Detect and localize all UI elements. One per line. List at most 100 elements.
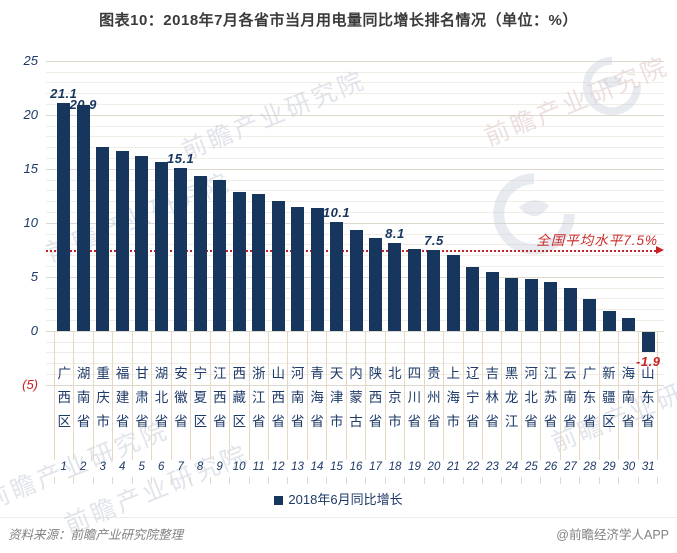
gridline [46, 125, 664, 127]
bar [466, 266, 480, 331]
x-axis-label-char: 东 [641, 390, 655, 405]
x-axis-label-cell: 上海市 [443, 332, 462, 460]
x-axis-label-char: 福 [115, 366, 130, 381]
rank-label: 17 [369, 461, 382, 473]
bar [388, 243, 402, 331]
x-axis-label-char: 辽 [465, 366, 480, 381]
x-axis-label-char: 区 [602, 414, 616, 429]
axis-tick [248, 477, 268, 484]
legend-marker-icon [274, 496, 284, 505]
bar [96, 147, 110, 331]
x-axis-label-char: 省 [641, 414, 655, 429]
x-axis-label-char: 东 [582, 390, 597, 405]
bar [213, 179, 227, 331]
x-axis-label-cell: 北京市 [384, 332, 404, 460]
footer-divider [0, 517, 677, 518]
x-axis-label-char: 黑 [504, 366, 519, 381]
x-axis-label-cell: 云南省 [559, 332, 579, 460]
x-axis-labels: 广西区湖南省重庆市福建省甘肃省湖北省安徽省宁夏区江西省西藏区浙江省山西省河南省青… [54, 332, 659, 460]
bar [368, 237, 382, 331]
x-axis-label-cell: 河北省 [520, 332, 540, 460]
rank-label: 6 [157, 461, 165, 473]
bar [524, 278, 538, 331]
bar [330, 221, 344, 331]
rank-label: 24 [505, 461, 519, 473]
x-axis-label-char: 西 [213, 390, 227, 405]
gridline [46, 363, 664, 365]
rank-label: 31 [641, 461, 655, 473]
x-axis-label-char: 浙 [252, 366, 266, 381]
y-axis-label: 25 [23, 52, 38, 68]
x-axis-label-char: 四 [407, 366, 422, 381]
axis-tick [170, 477, 190, 484]
x-axis-label-char: 西 [232, 366, 247, 381]
bar [427, 249, 441, 331]
x-axis-label-char: 省 [135, 414, 149, 429]
y-axis-label: 5 [30, 268, 38, 284]
x-axis-label-char: 河 [290, 366, 305, 381]
x-axis-label-cell: 新疆区 [598, 332, 618, 460]
x-axis-label-cell: 西藏区 [229, 332, 248, 460]
y-axis-label: 0 [30, 322, 38, 338]
axis-tick [73, 477, 92, 484]
x-axis-label-char: 林 [485, 390, 499, 405]
x-axis-label-char: 湖 [76, 366, 91, 381]
x-axis-label-char: 云 [563, 366, 577, 381]
plot-area: 全国平均水平7.5% 21.1 20.9 15.1 10.1 8.1 7.5 -1.9 [46, 56, 664, 386]
x-axis-label-char: 藏 [232, 390, 247, 405]
bar-value-label: 21.1 [50, 85, 78, 101]
rank-label: 25 [524, 461, 538, 473]
gridline [46, 222, 664, 224]
gridline [46, 82, 664, 84]
chart-title: 图表10：2018年7月各省市当月用电量同比增长排名情况（单位：%） [99, 12, 578, 29]
x-axis-label-char: 湖 [154, 366, 169, 381]
x-axis-label-char: 北 [524, 390, 538, 405]
axis-tick [345, 477, 365, 484]
gridline [46, 93, 664, 95]
rank-label: 9 [216, 461, 223, 473]
axis-tick [326, 477, 345, 484]
x-axis-label-char: 河 [524, 366, 538, 381]
axis-tick [520, 477, 540, 484]
legend-label: 2018年6月同比增长 [288, 492, 403, 507]
x-axis-label-char: 安 [174, 366, 188, 381]
x-axis-label-char: 建 [115, 390, 130, 405]
axis-tick [151, 477, 170, 484]
x-axis-label-char: 省 [485, 414, 499, 429]
x-axis-label-char: 省 [213, 414, 227, 429]
rank-label: 26 [544, 461, 558, 473]
gridline [46, 384, 664, 386]
gridline [46, 352, 664, 354]
x-axis-label-char: 省 [76, 414, 91, 429]
axis-tick [267, 477, 287, 484]
bar [310, 207, 324, 331]
axis-tick [481, 477, 501, 484]
gridline [46, 71, 664, 73]
x-axis-label-cell: 安徽省 [170, 332, 190, 460]
rank-label: 22 [466, 461, 480, 473]
x-axis-label-char: 肃 [135, 390, 149, 405]
x-axis-label-char: 区 [193, 414, 208, 429]
x-axis-label-char: 西 [271, 390, 285, 405]
x-axis-label-char: 天 [329, 366, 344, 381]
gridline [46, 341, 664, 343]
x-axis-label-char: 北 [388, 366, 402, 381]
x-axis-label-cell: 海南省 [618, 332, 637, 460]
bar [232, 192, 246, 331]
rank-label: 15 [330, 461, 343, 473]
x-axis-label-char: 海 [310, 390, 324, 405]
axis-tick [540, 477, 559, 484]
rank-label: 12 [271, 461, 285, 473]
x-axis-label-cell: 黑龙江 [501, 332, 520, 460]
bar [115, 151, 129, 331]
x-axis-label-cell: 广东省 [579, 332, 598, 460]
x-axis-label-cell: 吉林省 [481, 332, 501, 460]
x-axis-label-char: 南 [621, 390, 636, 405]
rank-label: 20 [427, 461, 441, 473]
axis-tick [384, 477, 404, 484]
x-axis-label-char: 京 [388, 390, 402, 405]
x-axis-label-char: 山 [271, 366, 285, 381]
gridline [46, 103, 664, 105]
x-axis-label-char: 陕 [368, 366, 383, 381]
x-axis-label-char: 甘 [135, 366, 149, 381]
